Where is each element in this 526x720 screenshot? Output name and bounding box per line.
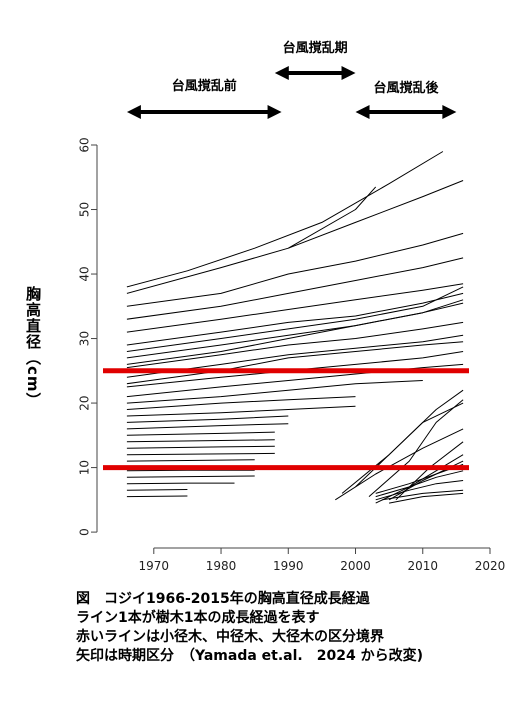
series-line-36 [375, 480, 464, 501]
series-line-10 [126, 351, 464, 388]
series-line-12 [126, 380, 423, 404]
series-line-17 [126, 431, 275, 436]
series-line-33 [355, 389, 464, 488]
series-line-24 [126, 482, 235, 485]
series-line-19 [126, 445, 275, 449]
x-tick-label: 1970 [139, 559, 170, 573]
series-line-31 [335, 428, 464, 501]
series-line-37 [375, 470, 464, 498]
series-line-18 [126, 439, 275, 443]
series-line-1 [126, 151, 444, 288]
y-tick-label: 50 [78, 202, 92, 217]
series-line-11 [126, 363, 464, 398]
series-line-25 [126, 489, 188, 491]
series-line-32 [341, 402, 464, 494]
series-line-29 [126, 286, 464, 352]
period-label: 台風撹乱期 [283, 40, 348, 56]
period-label: 台風撹乱後 [373, 80, 439, 96]
period-arrow-head-right [442, 105, 457, 119]
y-tick-label: 10 [78, 460, 92, 475]
series-line-40 [389, 492, 464, 504]
y-tick-label: 60 [78, 137, 92, 152]
caption-line-1: 図 コジイ1966-2015年の胸高直径成長経過 [76, 591, 370, 607]
period-arrow-head-right [267, 105, 282, 119]
chart-axes: 1970 1980 1990 2000 2010 2020 0 10 20 30 40 50 60 [78, 137, 506, 573]
caption-line-4: 矢印は時期区分 （Yamada et.al. 2024 から改変) [76, 648, 423, 664]
reference-lines [103, 368, 469, 471]
series-line-20 [126, 452, 275, 456]
growth-series [126, 151, 464, 504]
x-tick-label: 2000 [340, 559, 371, 573]
period-arrow-head-right [341, 66, 356, 80]
series-line-23 [126, 475, 255, 478]
figure-caption: 図 コジイ1966-2015年の胸高直径成長経過 ライン1本が樹木1本の成長経過… [76, 590, 516, 666]
series-line-22 [126, 469, 255, 472]
caption-line-2: ライン1本が樹木1本の成長経過を表す [76, 610, 320, 626]
period-arrow-head-left [126, 105, 141, 119]
series-line-13 [126, 396, 356, 410]
y-tick-label: 30 [78, 331, 92, 346]
series-line-4 [126, 257, 464, 320]
period-label: 台風撹乱前 [172, 78, 237, 94]
series-line-3 [126, 232, 464, 307]
y-tick-label: 20 [78, 395, 92, 410]
caption-line-3: 赤いラインは小径木、中径木、大径木の区分境界 [76, 629, 384, 645]
series-line-16 [126, 423, 289, 430]
x-tick-label: 2020 [475, 559, 506, 573]
series-line-9 [126, 334, 464, 378]
series-line-7 [126, 302, 464, 359]
series-line-6 [126, 292, 464, 346]
period-arrow-head-left [274, 66, 289, 80]
series-line-39 [382, 489, 464, 501]
x-tick-label: 1980 [206, 559, 237, 573]
series-line-5 [126, 283, 464, 333]
x-tick-label: 2010 [407, 559, 438, 573]
y-tick-label: 40 [78, 266, 92, 281]
series-line-15 [126, 415, 289, 423]
period-arrow-head-left [355, 105, 370, 119]
series-line-8 [126, 321, 464, 369]
series-line-27 [126, 299, 464, 365]
series-line-34 [368, 399, 464, 497]
series-line-30 [288, 186, 377, 249]
y-axis-label: 胸高直径（cm） [24, 286, 42, 409]
series-line-21 [126, 459, 255, 462]
series-line-28 [126, 341, 464, 385]
series-line-26 [126, 495, 188, 498]
series-line-2 [126, 180, 464, 294]
y-tick-label: 0 [78, 528, 92, 536]
x-tick-label: 1990 [273, 559, 304, 573]
series-line-14 [126, 405, 356, 417]
